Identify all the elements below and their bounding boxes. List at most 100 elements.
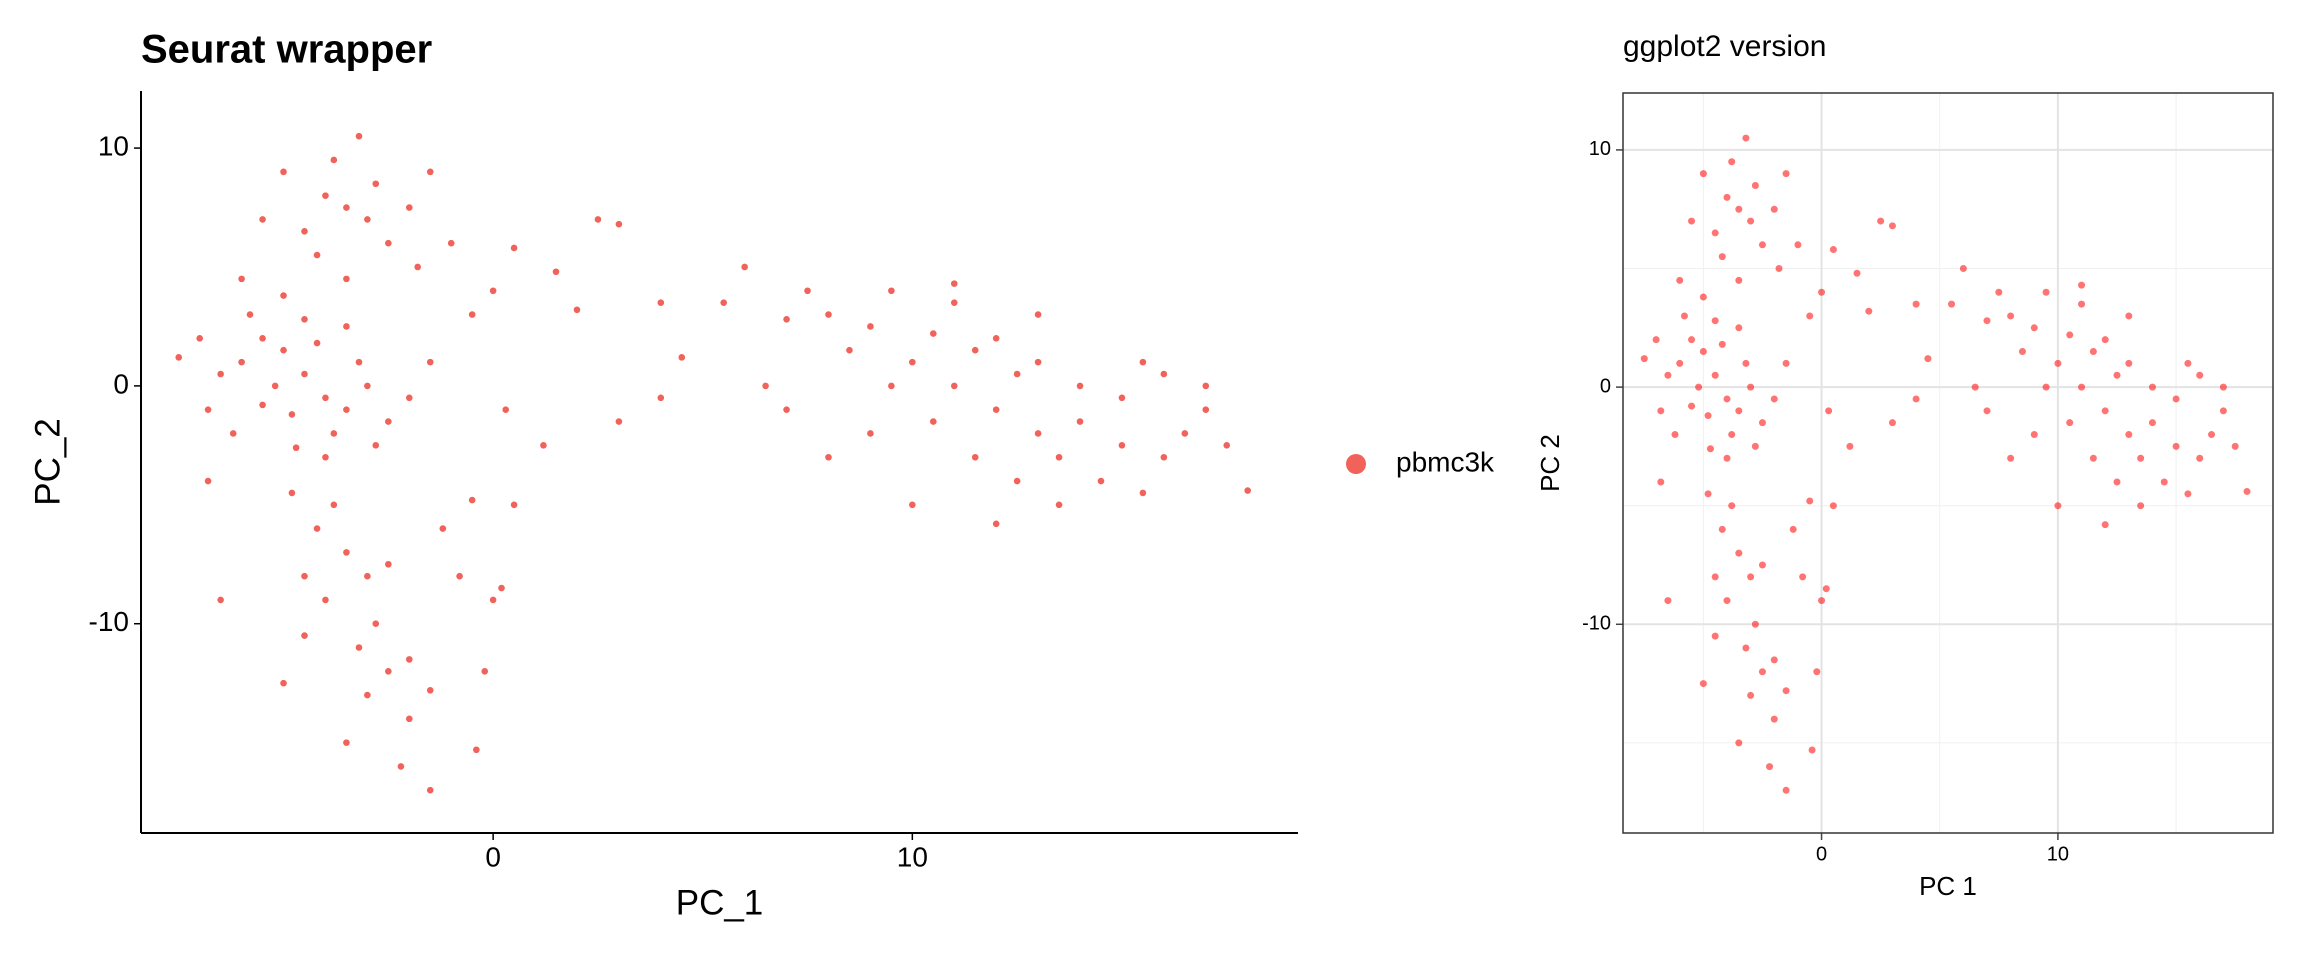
- point: [175, 354, 183, 361]
- point: [397, 763, 405, 770]
- point: [343, 739, 350, 746]
- point: [2172, 442, 2180, 450]
- point: [510, 244, 518, 252]
- point: [2054, 502, 2062, 510]
- point: [1959, 265, 1967, 273]
- point: [2078, 300, 2086, 308]
- point: [2030, 431, 2038, 439]
- point: [1118, 394, 1126, 402]
- y-tick-label: -10: [89, 606, 129, 637]
- y-axis-label: PC_2: [28, 418, 67, 506]
- point: [204, 477, 212, 485]
- point: [1912, 395, 1920, 403]
- point: [498, 584, 505, 592]
- point: [2078, 281, 2086, 289]
- point: [825, 453, 832, 461]
- point: [657, 299, 665, 306]
- point: [1818, 597, 1826, 605]
- panel-border: [1622, 92, 2274, 834]
- point: [259, 216, 266, 223]
- point: [1699, 348, 1707, 356]
- point: [2184, 490, 2192, 498]
- point: [2101, 407, 2109, 415]
- point: [439, 525, 447, 532]
- point: [1034, 358, 1042, 366]
- point: [552, 268, 560, 276]
- point: [217, 596, 224, 604]
- point: [280, 292, 287, 299]
- point: [909, 358, 916, 366]
- point: [1912, 300, 1920, 308]
- point: [2054, 359, 2062, 367]
- point: [1735, 324, 1743, 332]
- point: [1160, 370, 1168, 378]
- point: [355, 132, 363, 140]
- point: [1770, 656, 1778, 664]
- point: [468, 311, 476, 318]
- point: [1735, 739, 1743, 747]
- point: [1818, 288, 1826, 296]
- point: [229, 430, 237, 437]
- point: [502, 406, 510, 413]
- point: [385, 560, 392, 568]
- point: [1652, 336, 1660, 344]
- point: [238, 275, 245, 283]
- point: [540, 442, 547, 449]
- point: [322, 453, 329, 461]
- point: [1758, 561, 1766, 569]
- point: [1695, 383, 1703, 391]
- point: [2172, 395, 2180, 403]
- point: [1735, 205, 1743, 213]
- point: [1995, 288, 2003, 296]
- point: [2137, 454, 2145, 462]
- point: [372, 620, 380, 628]
- point: [1076, 382, 1084, 390]
- point: [259, 335, 266, 342]
- point: [741, 263, 748, 271]
- point: [405, 715, 413, 723]
- point: [1888, 419, 1896, 427]
- point: [1758, 419, 1766, 427]
- point: [2030, 324, 2038, 332]
- point: [2007, 312, 2015, 320]
- point: [343, 549, 350, 556]
- point: [322, 394, 329, 402]
- point: [1181, 430, 1189, 437]
- point: [1799, 573, 1807, 581]
- point: [1699, 680, 1707, 688]
- point: [1676, 359, 1684, 367]
- point: [1202, 382, 1210, 390]
- point: [1013, 370, 1021, 378]
- point: [1711, 317, 1719, 325]
- point: [1983, 407, 1991, 415]
- point: [405, 656, 413, 663]
- point: [1924, 355, 1932, 363]
- point: [1742, 134, 1750, 142]
- point: [1877, 217, 1885, 225]
- point: [322, 192, 329, 199]
- point: [468, 496, 476, 504]
- point: [1723, 454, 1731, 462]
- point: [971, 453, 979, 461]
- x-tick-label: 0: [485, 841, 501, 872]
- point: [489, 287, 497, 295]
- point: [1735, 549, 1743, 557]
- point: [372, 180, 380, 188]
- point: [1770, 205, 1778, 213]
- point: [330, 156, 338, 164]
- point: [783, 316, 790, 323]
- point: [950, 299, 958, 306]
- point: [1782, 170, 1790, 178]
- point: [1751, 182, 1759, 189]
- point: [1813, 668, 1821, 676]
- point: [1865, 307, 1873, 315]
- point: [355, 644, 363, 651]
- point: [657, 394, 665, 402]
- point: [867, 323, 874, 330]
- chart-title: ggplot2 version: [1623, 30, 1826, 63]
- point: [447, 239, 455, 247]
- point: [1747, 691, 1755, 699]
- point: [2196, 454, 2204, 462]
- point: [2042, 383, 2050, 391]
- point: [1223, 442, 1231, 449]
